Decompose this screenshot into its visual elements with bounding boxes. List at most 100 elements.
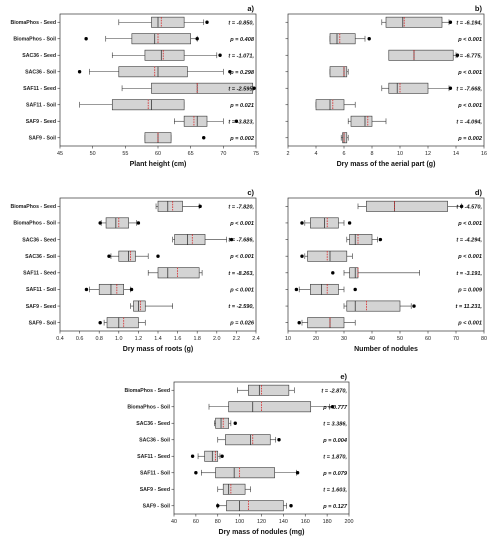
category-label: SAF9 - Soil (29, 320, 57, 326)
panel-label: d) (475, 188, 483, 197)
p-value: p < 0.001 (457, 37, 482, 43)
x-tick-label: 200 (345, 519, 354, 525)
iqr-box (248, 384, 290, 396)
x-tick-label: 20 (313, 336, 319, 342)
p-value: p < 0.001 (457, 221, 482, 227)
p-value: p < 0.001 (229, 287, 254, 293)
box-5 (121, 82, 256, 94)
outlier-point (194, 471, 198, 475)
box-2 (84, 33, 199, 45)
box-2 (300, 217, 352, 229)
t-statistic: t = 11.231, (456, 304, 483, 310)
iqr-box (350, 115, 373, 127)
x-tick-label: 14 (453, 151, 459, 157)
box-2 (98, 217, 141, 229)
x-tick-label: 1.0 (115, 336, 123, 342)
p-value: p < 0.001 (457, 321, 482, 327)
t-statistic: t = 3.386, (323, 421, 347, 427)
x-tick-label: 80 (481, 336, 487, 342)
outlier-point (156, 254, 160, 258)
category-label: SAF9 - Soil (29, 136, 57, 142)
plot-frame (59, 197, 257, 332)
outlier-point (129, 287, 134, 292)
category-label: BiomaPhos - Seed (10, 204, 56, 210)
box-5 (147, 267, 203, 279)
box-2 (329, 33, 371, 45)
x-tick-label: 70 (220, 151, 226, 157)
outlier-point (190, 454, 195, 458)
box-6 (194, 467, 300, 479)
category-label: SAC36 - Seed (22, 237, 56, 243)
iqr-box (144, 49, 185, 61)
outlier-point (228, 70, 232, 74)
t-statistic: t = -2.870, (321, 388, 347, 394)
category-label: BiomaPhos - Soil (127, 405, 170, 411)
category-label: SAC36 - Soil (25, 70, 56, 76)
box-1 (381, 16, 453, 28)
p-value: p = 0.127 (322, 504, 348, 510)
category-label: SAF9 - Seed (140, 487, 170, 493)
panel-2: b) 2 4 6 8 10 12 14 16 Dry mass of the aerial par… (285, 4, 487, 168)
outlier-point (300, 254, 304, 258)
outlier-point (455, 53, 460, 57)
outlier-point (412, 304, 416, 308)
outlier-point (218, 53, 222, 57)
t-statistic: t = -7.686, (228, 238, 254, 244)
panel-label: a) (247, 4, 254, 13)
outlier-point (205, 20, 209, 24)
iqr-box (131, 33, 191, 45)
outlier-point (220, 454, 224, 458)
x-tick-label: 16 (481, 151, 487, 157)
x-tick-label: 55 (122, 151, 128, 157)
box-6 (84, 283, 134, 295)
outlier-point (347, 221, 352, 225)
p-value: p = 0.021 (229, 103, 254, 109)
x-tick-label: 0.8 (95, 336, 103, 342)
outlier-point (448, 20, 453, 24)
x-tick-label: 120 (257, 519, 266, 525)
category-label: SAF11 - Seed (23, 271, 56, 277)
x-tick-label: 1.2 (135, 336, 143, 342)
category-label: SAF9 - Seed (26, 119, 56, 125)
box-5 (190, 450, 224, 462)
t-statistic: t = -8.263, (228, 271, 254, 277)
box-8 (340, 132, 349, 144)
category-label: BiomaPhos - Soil (13, 37, 56, 43)
outlier-point (459, 204, 464, 209)
x-tick-label: 160 (301, 519, 310, 525)
outlier-point (252, 86, 256, 90)
box-8 (144, 132, 206, 144)
outlier-point (297, 320, 301, 325)
x-tick-label: 2.4 (252, 336, 260, 342)
x-tick-label: 2.0 (213, 336, 221, 342)
category-label: SAF9 - Seed (26, 304, 56, 310)
box-2 (208, 401, 335, 413)
outlier-point (98, 320, 102, 325)
category-label: BiomaPhos - Soil (13, 221, 56, 227)
x-tick-label: 0.4 (56, 336, 64, 342)
outlier-point (330, 405, 335, 409)
x-tick-label: 2.2 (233, 336, 241, 342)
iqr-box (174, 234, 206, 246)
box-3 (111, 49, 222, 61)
iqr-box (118, 250, 136, 262)
outlier-point (84, 287, 89, 292)
x-tick-label: 40 (369, 336, 375, 342)
x-tick-label: 4 (315, 151, 318, 157)
outlier-point (229, 237, 234, 242)
category-label: SAF9 - Soil (143, 504, 171, 510)
p-value: p = 0.002 (229, 136, 255, 142)
panel-3: c) 0.4 0.6 0.8 1.0 1.2 1.4 1.6 1.8 2.0 2.2 2.4 Dry m… (10, 188, 259, 353)
outlier-point (294, 287, 299, 292)
x-tick-label: 6 (343, 151, 346, 157)
box-8 (297, 317, 356, 329)
iqr-box (329, 66, 348, 78)
iqr-box (346, 300, 401, 312)
iqr-box (183, 115, 208, 127)
t-statistic: t = -3.823, (228, 119, 254, 125)
category-label: SAC36 - Soil (139, 438, 170, 444)
iqr-box (342, 132, 348, 144)
x-tick-label: 140 (279, 519, 288, 525)
t-statistic: t = -4.570, (456, 204, 482, 210)
x-tick-label: 80 (215, 519, 221, 525)
